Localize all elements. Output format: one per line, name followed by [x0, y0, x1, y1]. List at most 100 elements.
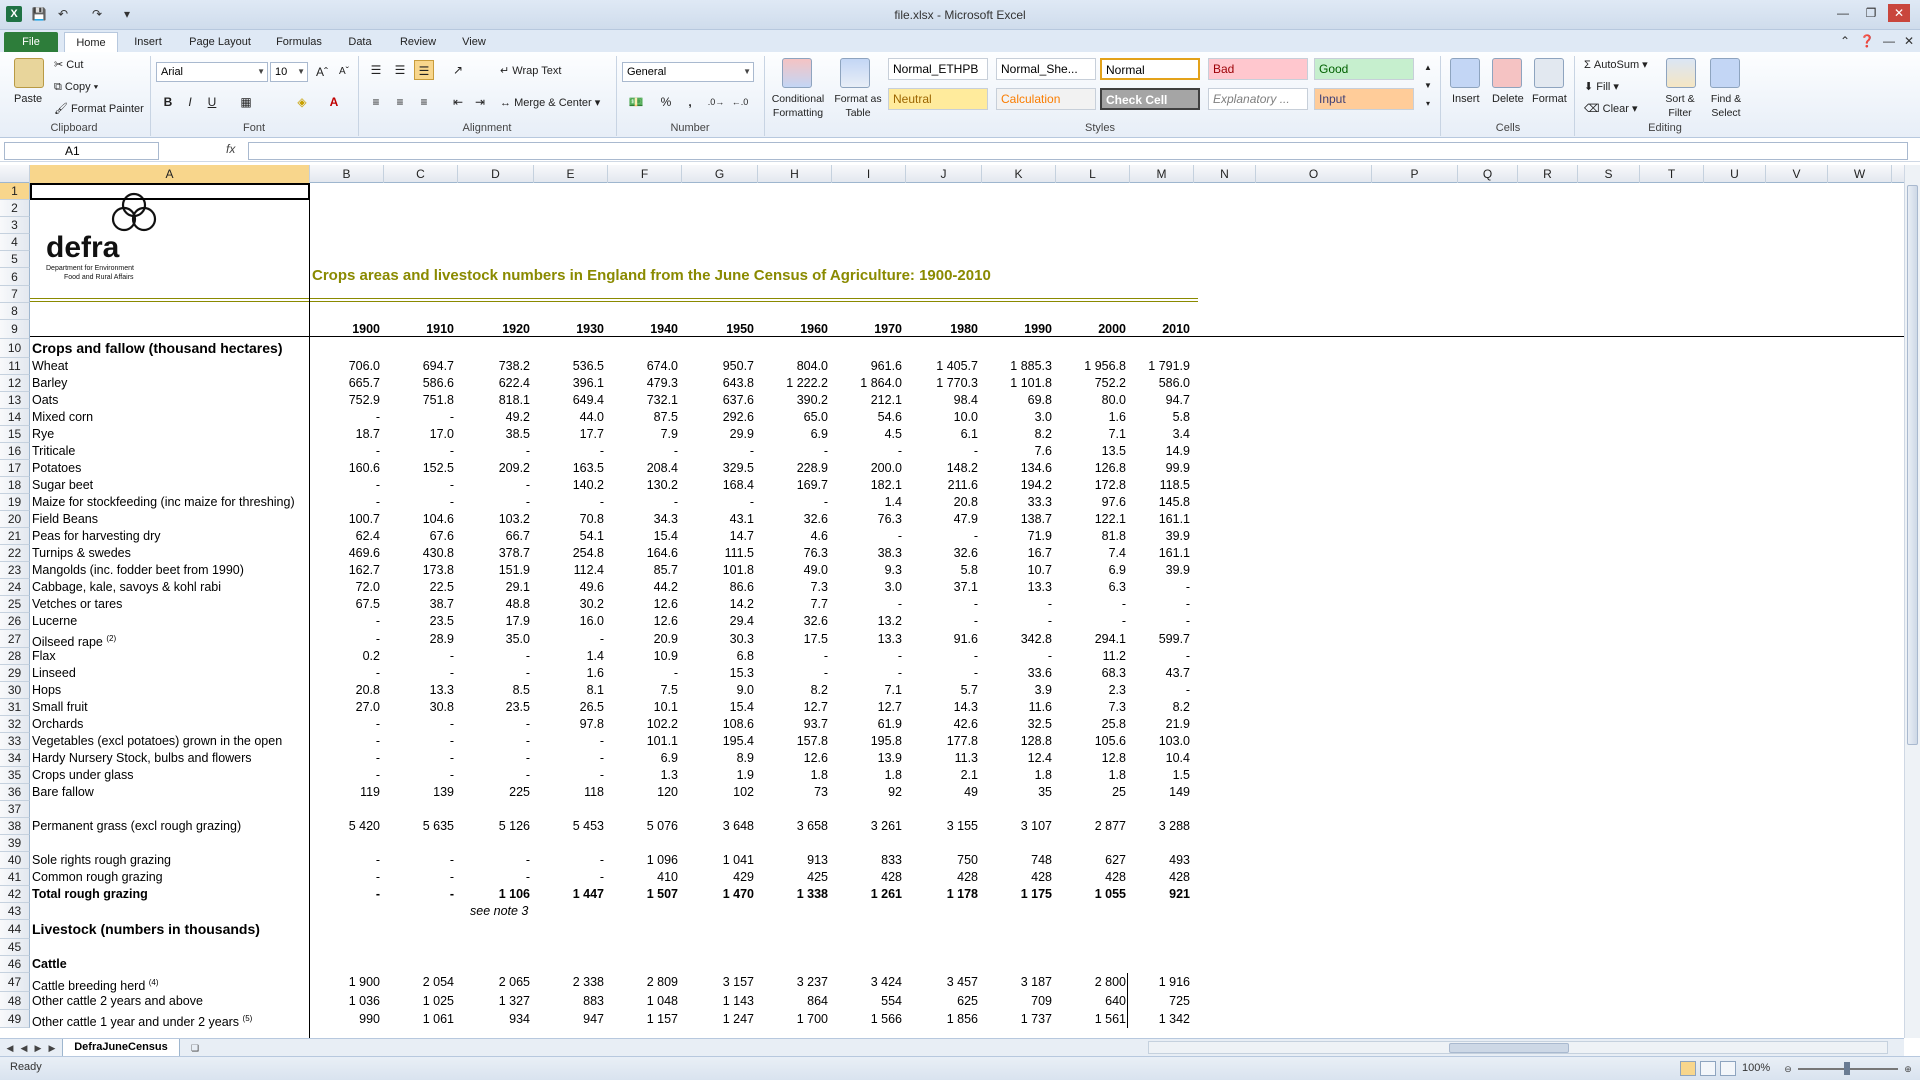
- value-cell[interactable]: -: [449, 887, 454, 901]
- value-cell[interactable]: 1 048: [646, 994, 678, 1008]
- value-cell[interactable]: 706.0: [348, 359, 380, 373]
- value-cell[interactable]: -: [1047, 649, 1052, 663]
- column-header-t[interactable]: T: [1640, 165, 1704, 183]
- row-header-12[interactable]: 12: [0, 375, 30, 392]
- value-cell[interactable]: 7.3: [810, 580, 828, 594]
- column-header-e[interactable]: E: [534, 165, 608, 183]
- value-cell[interactable]: 2 809: [646, 975, 678, 989]
- value-cell[interactable]: 622.4: [498, 376, 530, 390]
- value-cell[interactable]: 35.0: [505, 632, 530, 646]
- row-header-33[interactable]: 33: [0, 733, 30, 750]
- decrease-indent-icon[interactable]: ⇤: [452, 95, 464, 109]
- value-cell[interactable]: 3.4: [1172, 427, 1190, 441]
- value-cell[interactable]: 99.9: [1165, 461, 1190, 475]
- value-cell[interactable]: -: [673, 495, 678, 509]
- tab-review[interactable]: Review: [399, 36, 437, 48]
- customize-quick-access-icon[interactable]: ▾: [123, 7, 131, 21]
- tab-page-layout[interactable]: Page Layout: [189, 36, 251, 48]
- row-label[interactable]: Lucerne: [32, 613, 77, 630]
- value-cell[interactable]: 961.6: [870, 359, 902, 373]
- value-cell[interactable]: 751.8: [422, 393, 454, 407]
- value-cell[interactable]: 73: [814, 785, 828, 799]
- value-cell[interactable]: 627: [1105, 853, 1126, 867]
- value-cell[interactable]: 9.3: [884, 563, 902, 577]
- format-cells-icon[interactable]: [1534, 58, 1564, 88]
- value-cell[interactable]: 913: [807, 853, 828, 867]
- value-cell[interactable]: 1 061: [422, 1012, 454, 1026]
- value-cell[interactable]: -: [1185, 580, 1190, 594]
- value-cell[interactable]: -: [449, 870, 454, 884]
- value-cell[interactable]: -: [449, 853, 454, 867]
- value-cell[interactable]: -: [749, 444, 754, 458]
- year-header[interactable]: 1930: [576, 322, 604, 336]
- year-header[interactable]: 2010: [1162, 322, 1190, 336]
- value-cell[interactable]: -: [449, 751, 454, 765]
- value-cell[interactable]: 738.2: [498, 359, 530, 373]
- value-cell[interactable]: -: [449, 649, 454, 663]
- cell-style-5[interactable]: Good: [1314, 58, 1414, 80]
- section-heading-livestock[interactable]: Livestock (numbers in thousands): [32, 921, 260, 937]
- insert-function-icon[interactable]: fx: [226, 142, 236, 156]
- value-cell[interactable]: 1 036: [348, 994, 380, 1008]
- year-header[interactable]: 1900: [352, 322, 380, 336]
- value-cell[interactable]: -: [599, 632, 604, 646]
- value-cell[interactable]: -: [375, 717, 380, 731]
- value-cell[interactable]: 54.6: [877, 410, 902, 424]
- value-cell[interactable]: 254.8: [572, 546, 604, 560]
- value-cell[interactable]: 27.0: [355, 700, 380, 714]
- align-top-icon[interactable]: ☰: [370, 63, 382, 77]
- value-cell[interactable]: 3 237: [796, 975, 828, 989]
- row-label[interactable]: Cattle breeding herd (4): [32, 973, 159, 993]
- value-cell[interactable]: -: [375, 666, 380, 680]
- value-cell[interactable]: 7.7: [810, 597, 828, 611]
- value-cell[interactable]: 425: [807, 870, 828, 884]
- row-label[interactable]: Common rough grazing: [32, 869, 163, 886]
- row-label[interactable]: Wheat: [32, 358, 68, 375]
- value-cell[interactable]: 30.3: [729, 632, 754, 646]
- value-cell[interactable]: 430.8: [422, 546, 454, 560]
- value-cell[interactable]: -: [375, 751, 380, 765]
- value-cell[interactable]: 1 700: [796, 1012, 828, 1026]
- value-cell[interactable]: -: [525, 717, 530, 731]
- row-header-16[interactable]: 16: [0, 443, 30, 460]
- value-cell[interactable]: -: [375, 410, 380, 424]
- underline-button[interactable]: U: [207, 95, 217, 109]
- value-cell[interactable]: 102.2: [646, 717, 678, 731]
- restore-button[interactable]: ❐: [1865, 6, 1877, 20]
- value-cell[interactable]: 390.2: [796, 393, 828, 407]
- value-cell[interactable]: 8.2: [1172, 700, 1190, 714]
- normal-view-icon[interactable]: [1680, 1061, 1696, 1076]
- row-header-10[interactable]: 10: [0, 339, 30, 358]
- row-label[interactable]: Vetches or tares: [32, 596, 122, 613]
- cell-style-10[interactable]: Input: [1314, 88, 1414, 110]
- value-cell[interactable]: 3 261: [870, 819, 902, 833]
- value-cell[interactable]: 13.5: [1101, 444, 1126, 458]
- value-cell[interactable]: 1 507: [646, 887, 678, 901]
- number-format-combo[interactable]: General ▼: [622, 62, 754, 82]
- row-header-42[interactable]: 42: [0, 886, 30, 903]
- insert-sheet-icon[interactable]: ❏: [190, 1043, 200, 1053]
- value-cell[interactable]: 1 327: [498, 994, 530, 1008]
- value-cell[interactable]: 34.3: [653, 512, 678, 526]
- value-cell[interactable]: 1 175: [1020, 887, 1052, 901]
- value-cell[interactable]: 10.7: [1027, 563, 1052, 577]
- value-cell[interactable]: 294.1: [1094, 632, 1126, 646]
- value-cell[interactable]: 32.6: [803, 614, 828, 628]
- row-label[interactable]: Peas for harvesting dry: [32, 528, 161, 545]
- format-as-table-button[interactable]: Format as Table: [834, 93, 882, 119]
- value-cell[interactable]: 637.6: [722, 393, 754, 407]
- tab-insert[interactable]: Insert: [134, 36, 162, 48]
- row-header-1[interactable]: 1: [0, 183, 30, 200]
- zoom-level[interactable]: 100%: [1742, 1062, 1771, 1074]
- value-cell[interactable]: -: [673, 666, 678, 680]
- row-header-21[interactable]: 21: [0, 528, 30, 545]
- value-cell[interactable]: 378.7: [498, 546, 530, 560]
- value-cell[interactable]: 7.1: [1108, 427, 1126, 441]
- value-cell[interactable]: 14.3: [953, 700, 978, 714]
- tab-data[interactable]: Data: [348, 36, 372, 48]
- value-cell[interactable]: 161.1: [1158, 546, 1190, 560]
- value-cell[interactable]: 12.8: [1101, 751, 1126, 765]
- value-cell[interactable]: 752.9: [348, 393, 380, 407]
- value-cell[interactable]: 15.4: [653, 529, 678, 543]
- value-cell[interactable]: 148.2: [946, 461, 978, 475]
